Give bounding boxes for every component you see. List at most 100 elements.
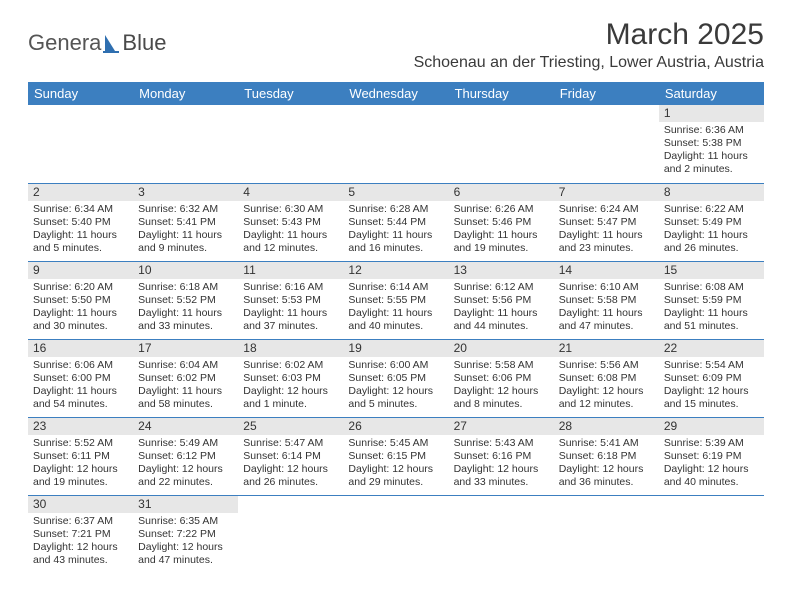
day-content: Sunrise: 5:58 AMSunset: 6:06 PMDaylight:… [449, 357, 554, 414]
calendar-cell: 7Sunrise: 6:24 AMSunset: 5:47 PMDaylight… [554, 183, 659, 261]
day-content: Sunrise: 5:41 AMSunset: 6:18 PMDaylight:… [554, 435, 659, 492]
sunrise-text: Sunrise: 5:49 AM [138, 437, 233, 450]
day-content: Sunrise: 6:35 AMSunset: 7:22 PMDaylight:… [133, 513, 238, 570]
day-number: 7 [554, 184, 659, 201]
dayhead-fri: Friday [554, 82, 659, 105]
title-block: March 2025 Schoenau an der Triesting, Lo… [414, 18, 764, 78]
daylight-text: Daylight: 11 hours and 5 minutes. [33, 229, 128, 255]
daylight-text: Daylight: 11 hours and 44 minutes. [454, 307, 549, 333]
calendar-cell: 27Sunrise: 5:43 AMSunset: 6:16 PMDayligh… [449, 417, 554, 495]
calendar-cell: 2Sunrise: 6:34 AMSunset: 5:40 PMDaylight… [28, 183, 133, 261]
sunset-text: Sunset: 5:52 PM [138, 294, 233, 307]
sunset-text: Sunset: 6:16 PM [454, 450, 549, 463]
daylight-text: Daylight: 12 hours and 29 minutes. [348, 463, 443, 489]
day-content: Sunrise: 6:12 AMSunset: 5:56 PMDaylight:… [449, 279, 554, 336]
calendar-cell: 1Sunrise: 6:36 AMSunset: 5:38 PMDaylight… [659, 105, 764, 183]
calendar-cell [554, 105, 659, 183]
day-number: 16 [28, 340, 133, 357]
day-number: 2 [28, 184, 133, 201]
day-content: Sunrise: 6:26 AMSunset: 5:46 PMDaylight:… [449, 201, 554, 258]
calendar-cell: 22Sunrise: 5:54 AMSunset: 6:09 PMDayligh… [659, 339, 764, 417]
sunset-text: Sunset: 5:49 PM [664, 216, 759, 229]
calendar-cell: 17Sunrise: 6:04 AMSunset: 6:02 PMDayligh… [133, 339, 238, 417]
sunset-text: Sunset: 6:18 PM [559, 450, 654, 463]
calendar-cell: 29Sunrise: 5:39 AMSunset: 6:19 PMDayligh… [659, 417, 764, 495]
sunrise-text: Sunrise: 6:28 AM [348, 203, 443, 216]
sunset-text: Sunset: 5:55 PM [348, 294, 443, 307]
sunset-text: Sunset: 5:40 PM [33, 216, 128, 229]
day-number: 3 [133, 184, 238, 201]
dayhead-mon: Monday [133, 82, 238, 105]
day-number: 9 [28, 262, 133, 279]
day-content: Sunrise: 6:06 AMSunset: 6:00 PMDaylight:… [28, 357, 133, 414]
day-content: Sunrise: 6:30 AMSunset: 5:43 PMDaylight:… [238, 201, 343, 258]
dayhead-wed: Wednesday [343, 82, 448, 105]
daylight-text: Daylight: 11 hours and 30 minutes. [33, 307, 128, 333]
day-content: Sunrise: 6:10 AMSunset: 5:58 PMDaylight:… [554, 279, 659, 336]
sunrise-text: Sunrise: 6:04 AM [138, 359, 233, 372]
sunset-text: Sunset: 5:58 PM [559, 294, 654, 307]
calendar-cell: 18Sunrise: 6:02 AMSunset: 6:03 PMDayligh… [238, 339, 343, 417]
sunrise-text: Sunrise: 6:35 AM [138, 515, 233, 528]
calendar-row: 16Sunrise: 6:06 AMSunset: 6:00 PMDayligh… [28, 339, 764, 417]
sunrise-text: Sunrise: 5:54 AM [664, 359, 759, 372]
daylight-text: Daylight: 12 hours and 26 minutes. [243, 463, 338, 489]
calendar-cell [449, 105, 554, 183]
day-content: Sunrise: 5:47 AMSunset: 6:14 PMDaylight:… [238, 435, 343, 492]
sunrise-text: Sunrise: 6:00 AM [348, 359, 443, 372]
dayhead-sat: Saturday [659, 82, 764, 105]
daylight-text: Daylight: 11 hours and 26 minutes. [664, 229, 759, 255]
day-number: 12 [343, 262, 448, 279]
sunrise-text: Sunrise: 6:10 AM [559, 281, 654, 294]
day-number: 6 [449, 184, 554, 201]
sunrise-text: Sunrise: 5:52 AM [33, 437, 128, 450]
day-number: 5 [343, 184, 448, 201]
day-number: 4 [238, 184, 343, 201]
sunrise-text: Sunrise: 6:22 AM [664, 203, 759, 216]
day-content: Sunrise: 6:08 AMSunset: 5:59 PMDaylight:… [659, 279, 764, 336]
daylight-text: Daylight: 12 hours and 5 minutes. [348, 385, 443, 411]
day-number [133, 105, 238, 120]
sunrise-text: Sunrise: 6:16 AM [243, 281, 338, 294]
logo-sail-icon [103, 33, 121, 53]
daylight-text: Daylight: 11 hours and 19 minutes. [454, 229, 549, 255]
sunrise-text: Sunrise: 5:43 AM [454, 437, 549, 450]
day-number [449, 105, 554, 120]
sunset-text: Sunset: 6:09 PM [664, 372, 759, 385]
sunrise-text: Sunrise: 6:20 AM [33, 281, 128, 294]
daylight-text: Daylight: 12 hours and 40 minutes. [664, 463, 759, 489]
header: Genera Blue March 2025 Schoenau an der T… [28, 18, 764, 78]
sunrise-text: Sunrise: 5:45 AM [348, 437, 443, 450]
dayhead-tue: Tuesday [238, 82, 343, 105]
daylight-text: Daylight: 11 hours and 16 minutes. [348, 229, 443, 255]
day-number [238, 105, 343, 120]
day-content: Sunrise: 6:02 AMSunset: 6:03 PMDaylight:… [238, 357, 343, 414]
sunset-text: Sunset: 5:41 PM [138, 216, 233, 229]
sunrise-text: Sunrise: 6:18 AM [138, 281, 233, 294]
day-number: 1 [659, 105, 764, 122]
day-number: 13 [449, 262, 554, 279]
day-content: Sunrise: 5:54 AMSunset: 6:09 PMDaylight:… [659, 357, 764, 414]
sunrise-text: Sunrise: 5:47 AM [243, 437, 338, 450]
sunset-text: Sunset: 6:02 PM [138, 372, 233, 385]
day-content: Sunrise: 5:45 AMSunset: 6:15 PMDaylight:… [343, 435, 448, 492]
day-number [659, 496, 764, 511]
calendar-cell: 14Sunrise: 6:10 AMSunset: 5:58 PMDayligh… [554, 261, 659, 339]
day-number: 8 [659, 184, 764, 201]
daylight-text: Daylight: 12 hours and 1 minute. [243, 385, 338, 411]
day-content: Sunrise: 6:14 AMSunset: 5:55 PMDaylight:… [343, 279, 448, 336]
calendar-cell [343, 105, 448, 183]
calendar-cell [659, 495, 764, 573]
logo: Genera Blue [28, 30, 166, 56]
calendar-cell: 9Sunrise: 6:20 AMSunset: 5:50 PMDaylight… [28, 261, 133, 339]
day-number: 10 [133, 262, 238, 279]
sunset-text: Sunset: 7:21 PM [33, 528, 128, 541]
day-number: 25 [238, 418, 343, 435]
calendar-cell: 26Sunrise: 5:45 AMSunset: 6:15 PMDayligh… [343, 417, 448, 495]
daylight-text: Daylight: 12 hours and 43 minutes. [33, 541, 128, 567]
calendar-row: 9Sunrise: 6:20 AMSunset: 5:50 PMDaylight… [28, 261, 764, 339]
daylight-text: Daylight: 12 hours and 15 minutes. [664, 385, 759, 411]
day-content: Sunrise: 5:39 AMSunset: 6:19 PMDaylight:… [659, 435, 764, 492]
day-content: Sunrise: 6:22 AMSunset: 5:49 PMDaylight:… [659, 201, 764, 258]
sunrise-text: Sunrise: 6:12 AM [454, 281, 549, 294]
